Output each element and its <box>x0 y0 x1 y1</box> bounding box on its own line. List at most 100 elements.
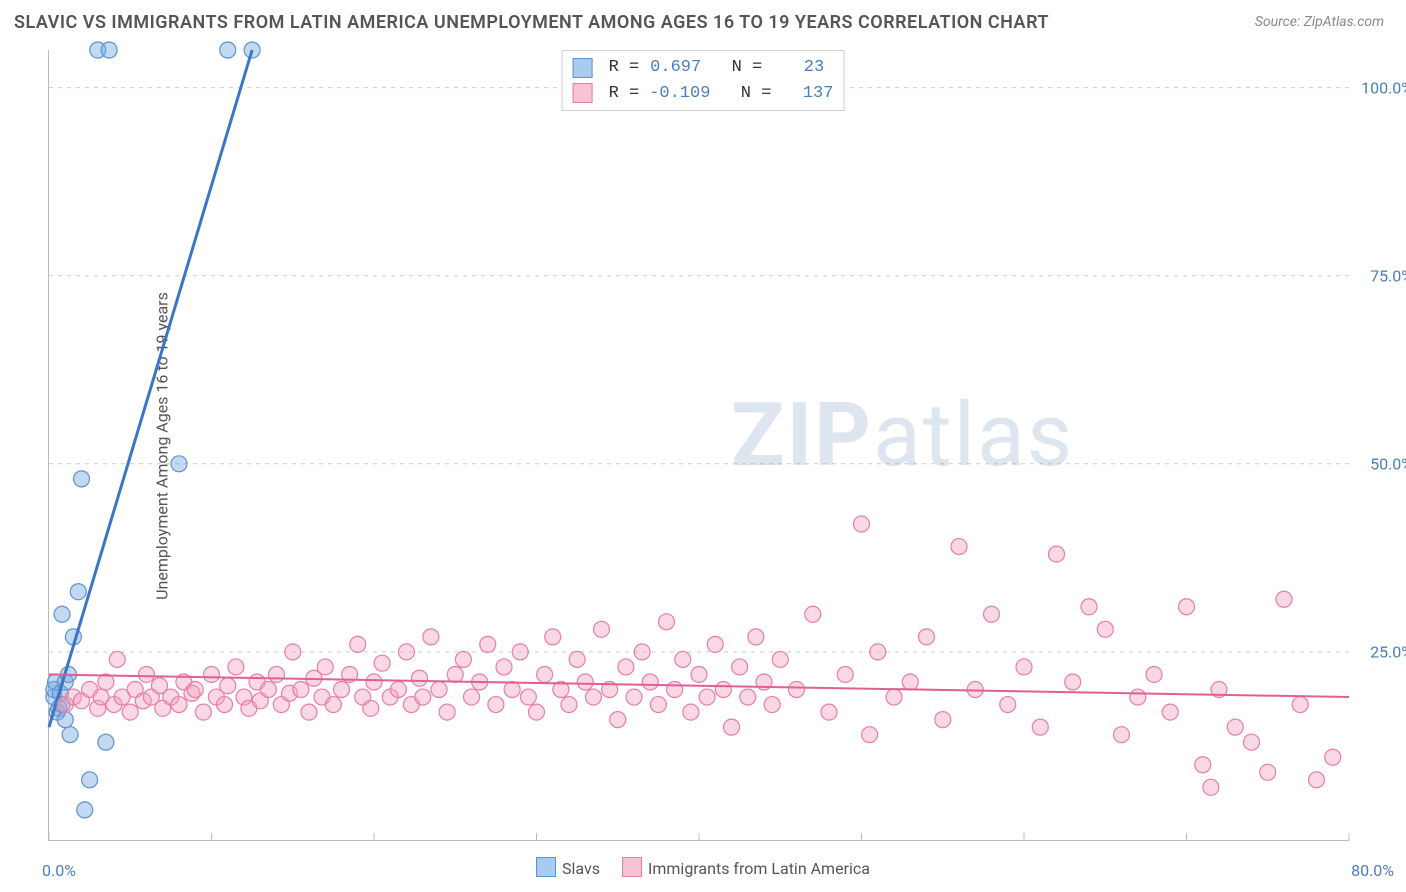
data-point <box>594 621 610 637</box>
y-tick-label: 25.0% <box>1353 642 1406 661</box>
data-point <box>122 704 138 720</box>
data-point <box>285 644 301 660</box>
data-point <box>618 659 634 675</box>
data-point <box>545 629 561 645</box>
y-tick-label: 75.0% <box>1353 266 1406 285</box>
data-point <box>447 666 463 682</box>
data-point <box>585 689 601 705</box>
data-point <box>707 636 723 652</box>
data-point <box>54 606 70 622</box>
data-point <box>439 704 455 720</box>
data-point <box>561 697 577 713</box>
legend-label: Slavs <box>562 859 600 878</box>
data-point <box>77 802 93 818</box>
data-point <box>683 704 699 720</box>
data-point <box>363 700 379 716</box>
data-point <box>870 644 886 660</box>
legend-swatch <box>622 857 642 877</box>
data-point <box>610 712 626 728</box>
data-point <box>423 629 439 645</box>
stats-r-label: R = <box>609 81 640 107</box>
data-point <box>984 606 1000 622</box>
data-point <box>650 697 666 713</box>
data-point <box>886 689 902 705</box>
data-point <box>1203 779 1219 795</box>
data-point <box>171 456 187 472</box>
data-point <box>1162 704 1178 720</box>
data-point <box>1081 599 1097 615</box>
data-point <box>70 584 86 600</box>
source-attribution: Source: ZipAtlas.com <box>1255 14 1384 30</box>
data-point <box>1244 734 1260 750</box>
data-point <box>1130 689 1146 705</box>
correlation-stats-box: R =0.697 N =23R =-0.109 N =137 <box>562 50 845 111</box>
data-point <box>902 674 918 690</box>
legend-swatch <box>536 857 556 877</box>
data-point <box>634 644 650 660</box>
data-point <box>220 678 236 694</box>
stats-n-value: 23 <box>772 55 824 81</box>
stats-r-value: -0.109 <box>649 81 710 107</box>
data-point <box>488 697 504 713</box>
data-point <box>415 689 431 705</box>
data-point <box>1016 659 1032 675</box>
data-point <box>366 674 382 690</box>
data-point <box>724 719 740 735</box>
data-point <box>837 666 853 682</box>
data-point <box>1325 749 1341 765</box>
scatter-svg <box>49 50 1349 840</box>
x-axis-min-label: 0.0% <box>42 861 76 880</box>
stats-swatch <box>573 83 593 103</box>
y-tick-label: 50.0% <box>1353 454 1406 473</box>
data-point <box>577 674 593 690</box>
data-point <box>667 682 683 698</box>
data-point <box>464 689 480 705</box>
data-point <box>919 629 935 645</box>
data-point <box>748 629 764 645</box>
data-point <box>82 772 98 788</box>
data-point <box>480 636 496 652</box>
data-point <box>220 42 236 58</box>
data-point <box>1276 591 1292 607</box>
data-point <box>1292 697 1308 713</box>
data-point <box>139 666 155 682</box>
data-point <box>789 682 805 698</box>
data-point <box>228 659 244 675</box>
data-point <box>862 727 878 743</box>
data-point <box>350 636 366 652</box>
data-point <box>496 659 512 675</box>
data-point <box>569 651 585 667</box>
data-point <box>732 659 748 675</box>
data-point <box>715 682 731 698</box>
data-point <box>1114 727 1130 743</box>
data-point <box>317 659 333 675</box>
data-point <box>101 42 117 58</box>
data-point <box>1179 599 1195 615</box>
data-point <box>1195 757 1211 773</box>
data-point <box>74 471 90 487</box>
legend-item: Slavs <box>536 857 600 878</box>
data-point <box>1227 719 1243 735</box>
data-point <box>642 674 658 690</box>
data-point <box>98 734 114 750</box>
data-point <box>1309 772 1325 788</box>
legend: SlavsImmigrants from Latin America <box>536 857 870 878</box>
data-point <box>504 682 520 698</box>
data-point <box>334 682 350 698</box>
stats-r-label: R = <box>609 55 640 81</box>
data-point <box>529 704 545 720</box>
data-point <box>431 682 447 698</box>
data-point <box>301 704 317 720</box>
data-point <box>109 651 125 667</box>
data-point <box>805 606 821 622</box>
data-point <box>764 697 780 713</box>
data-point <box>821 704 837 720</box>
data-point <box>699 689 715 705</box>
data-point <box>740 689 756 705</box>
data-point <box>260 682 276 698</box>
trend-line <box>49 50 252 727</box>
data-point <box>854 516 870 532</box>
data-point <box>520 689 536 705</box>
data-point <box>1049 546 1065 562</box>
data-point <box>455 651 471 667</box>
